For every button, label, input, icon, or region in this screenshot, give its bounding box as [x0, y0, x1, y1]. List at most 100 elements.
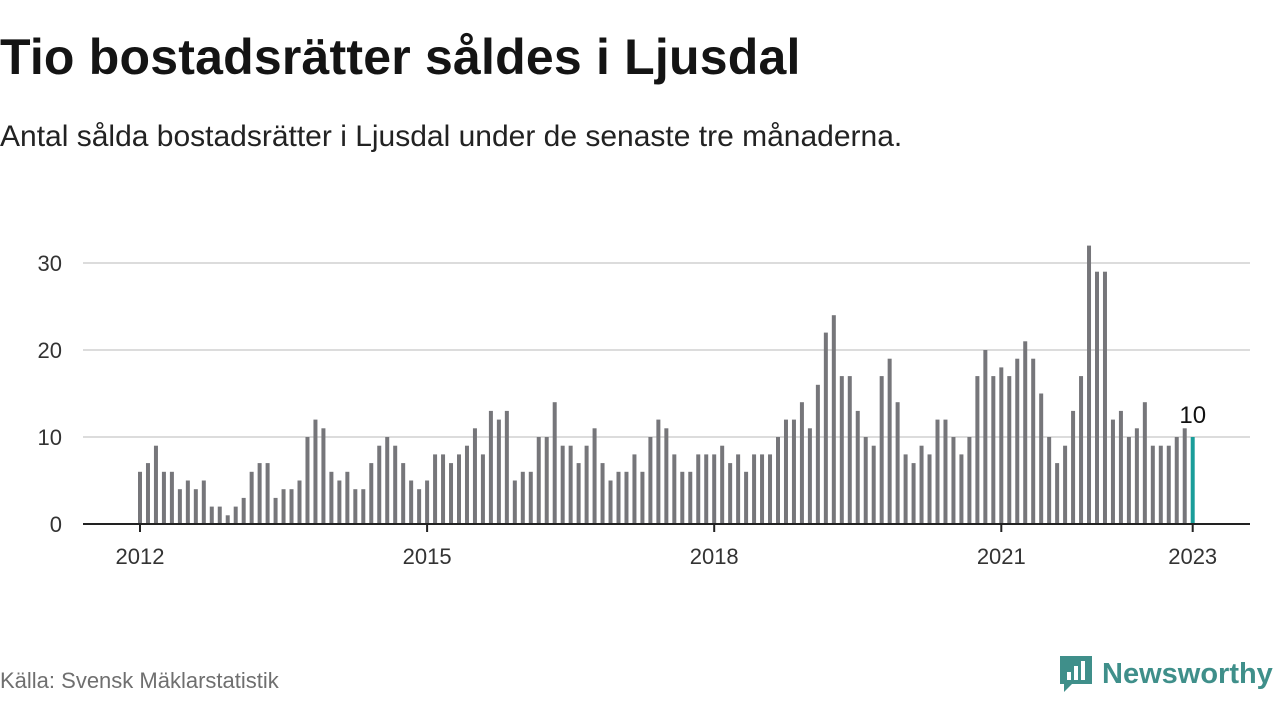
- bar: [289, 489, 294, 524]
- bar: [656, 419, 661, 524]
- bar: [153, 445, 158, 524]
- bar: [887, 358, 892, 524]
- bar: [776, 437, 780, 524]
- bar: [138, 471, 142, 524]
- x-tick-label: 2021: [977, 544, 1026, 569]
- source-note: Källa: Svensk Mäklarstatistik: [0, 668, 279, 693]
- bar: [903, 454, 908, 524]
- bar: [1182, 428, 1187, 524]
- bar: [760, 454, 765, 524]
- bar: [744, 471, 749, 524]
- bar: [369, 463, 374, 524]
- bar: [672, 454, 677, 524]
- bar: [720, 445, 725, 524]
- bar: [879, 376, 884, 524]
- bar: [265, 463, 270, 524]
- bar: [624, 471, 629, 524]
- bar: [496, 419, 501, 524]
- bar: [217, 506, 222, 524]
- bar: [943, 419, 948, 524]
- bar: [209, 506, 214, 524]
- bar: [951, 437, 956, 524]
- bar: [457, 454, 461, 524]
- bar: [975, 376, 980, 524]
- bar: [895, 402, 900, 524]
- x-tick-label: 2018: [690, 544, 739, 569]
- bar: [935, 419, 940, 524]
- bar: [345, 471, 350, 524]
- bar: [552, 402, 557, 524]
- y-tick-label: 30: [38, 251, 62, 276]
- bar: [536, 437, 541, 524]
- x-tick-label: 2012: [116, 544, 165, 569]
- bar: [815, 384, 820, 524]
- bar: [608, 480, 613, 524]
- bar: [321, 428, 326, 524]
- newsworthy-logo-icon: [1060, 656, 1092, 692]
- bar-highlight: [1190, 437, 1195, 524]
- bar: [712, 454, 717, 524]
- bar: [377, 445, 382, 524]
- bar: [831, 315, 836, 524]
- bar: [161, 471, 166, 524]
- bar: [241, 497, 246, 524]
- bar: [648, 437, 653, 524]
- bar: [728, 463, 733, 524]
- bar: [385, 437, 390, 524]
- brand-name: Newsworthy: [1102, 657, 1273, 690]
- bar: [807, 428, 812, 524]
- bar: [1126, 437, 1131, 524]
- bar: [1031, 358, 1036, 524]
- bar: [233, 506, 238, 524]
- bar: [752, 454, 757, 524]
- bar: [863, 437, 868, 524]
- bar: [576, 463, 581, 524]
- bar: [688, 471, 693, 524]
- bar: [1150, 445, 1155, 524]
- bar: [911, 463, 916, 524]
- bar: [313, 419, 318, 524]
- bar: [768, 454, 773, 524]
- y-tick-label: 0: [50, 512, 62, 537]
- bar: [281, 489, 286, 524]
- bar: [1134, 428, 1139, 524]
- bar: [393, 445, 398, 524]
- bar: [441, 454, 446, 524]
- bar: [927, 454, 932, 524]
- bar: [1102, 271, 1107, 524]
- bar: [919, 445, 924, 524]
- bar: [1039, 393, 1044, 524]
- bar: [1079, 376, 1084, 524]
- bar: [273, 497, 278, 524]
- bar: [704, 454, 709, 524]
- y-axis: 0 10 20 30: [38, 251, 62, 537]
- bar: [560, 445, 565, 524]
- bar: [409, 480, 414, 524]
- bar: [417, 489, 422, 524]
- bar: [640, 471, 645, 524]
- bar: [544, 437, 549, 524]
- bar: [504, 410, 509, 524]
- bar: [664, 428, 669, 524]
- bar: [680, 471, 685, 524]
- bar: [329, 471, 334, 524]
- chart-title: Tio bostadsrätter såldes i Ljusdal: [0, 29, 801, 85]
- bar: [696, 454, 701, 524]
- bar: [632, 454, 637, 524]
- bar: [185, 480, 190, 524]
- bar: [401, 463, 406, 524]
- bar: [1063, 445, 1068, 524]
- bar: [568, 445, 573, 524]
- bar: [799, 402, 804, 524]
- bar: [433, 454, 438, 524]
- bar: [1142, 402, 1147, 524]
- bar: [823, 332, 828, 524]
- y-tick-label: 20: [38, 338, 62, 363]
- bar: [1023, 341, 1028, 524]
- bar: [839, 376, 844, 524]
- x-axis: 2012 2015 2018 2021 2023: [83, 523, 1250, 569]
- bar: [991, 376, 996, 524]
- bar: [1047, 437, 1052, 524]
- bar: [337, 480, 342, 524]
